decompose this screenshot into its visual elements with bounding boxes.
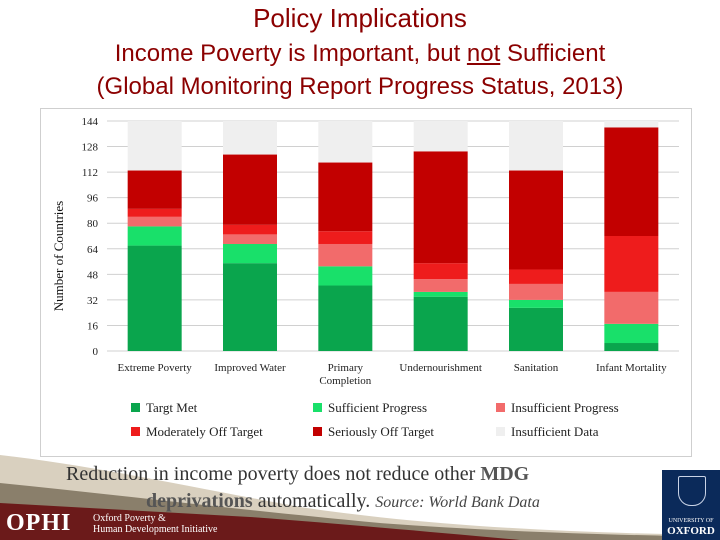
y-tick-label: 48: [87, 269, 99, 281]
stacked-bar-chart: 0 16 32 48 64 80 96 112 128 144 Number of Countrie…: [51, 116, 679, 439]
y-tick-label: 32: [87, 295, 98, 307]
legend-swatch: [496, 427, 505, 436]
ophi-logo: OPHI: [6, 510, 72, 536]
bar-segment: [127, 226, 182, 246]
y-tick-label: 144: [82, 116, 99, 128]
bar-segment: [223, 263, 277, 351]
y-tick-label: 0: [93, 346, 99, 358]
legend-label: Targt Met: [146, 400, 198, 415]
bar-segment: [223, 234, 277, 244]
bar-segment: [604, 236, 659, 292]
bar-segment: [318, 121, 373, 163]
legend-label: Insufficient Data: [511, 424, 599, 439]
x-tick-label: Primary: [328, 362, 364, 374]
oxford-line-1: UNIVERSITY OF: [668, 518, 714, 524]
ophi-org-line-1: Oxford Poverty &: [93, 513, 166, 524]
ophi-org-line-2: Human Development Initiative: [93, 524, 218, 535]
x-tick-label: Undernourishment: [399, 362, 481, 374]
oxford-wordmark: UNIVERSITY OF OXFORD: [662, 514, 720, 537]
bar-segment: [223, 121, 277, 155]
x-tick-label: Extreme Poverty: [118, 362, 193, 374]
bar-segment: [318, 285, 373, 351]
y-tick-label: 128: [82, 142, 99, 154]
bar-segment: [604, 291, 659, 324]
y-tick-label: 80: [87, 218, 99, 230]
bar-segment: [127, 208, 182, 217]
y-tick-label: 16: [87, 320, 99, 332]
bar-segment: [127, 216, 182, 227]
legend-label: Sufficient Progress: [328, 400, 427, 415]
caption-bold-deprivations: deprivations: [146, 490, 253, 512]
caption: Reduction in income poverty does not red…: [66, 461, 646, 516]
y-axis-label: Number of Countries: [51, 201, 66, 311]
page-title: Policy Implications: [253, 3, 467, 33]
bar-segment: [509, 307, 563, 351]
bar-segment: [318, 243, 373, 267]
legend-label: Moderately Off Target: [146, 424, 263, 439]
caption-text-a: Reduction in income poverty does not red…: [66, 463, 481, 485]
chart-panel: 0 16 32 48 64 80 96 112 128 144 Number of Countrie…: [40, 108, 692, 457]
x-tick-label: Sanitation: [514, 362, 559, 374]
bar-segment: [318, 162, 373, 232]
bar-segment: [318, 266, 373, 286]
oxford-line-2: OXFORD: [667, 525, 715, 537]
subtitle-underlined-word: not: [466, 40, 501, 67]
subtitle-line-2: (Global Monitoring Report Progress Statu…: [96, 73, 624, 100]
legend-swatch: [313, 427, 322, 436]
bar-segment: [509, 170, 563, 270]
y-tick-label: 112: [82, 167, 98, 179]
bar-segment: [223, 243, 277, 264]
footer-band: [0, 455, 720, 540]
y-tick-label: 64: [87, 244, 99, 256]
bar-segment: [509, 283, 563, 300]
subtitle-line-1: Income Poverty is Important, but not Suf…: [0, 40, 720, 68]
bar-segment: [509, 121, 563, 171]
bar-segment: [318, 231, 373, 244]
bar-segment: [509, 269, 563, 284]
bar-segment: [223, 154, 277, 225]
bar-segment: [413, 263, 468, 280]
caption-text-b: automatically.: [252, 490, 371, 512]
legend-label: Seriously Off Target: [328, 424, 434, 439]
ophi-org-name: Oxford Poverty & Human Development Initia…: [93, 513, 217, 535]
bar-segment: [413, 151, 468, 264]
bar-segment: [413, 279, 468, 292]
legend-swatch: [131, 427, 140, 436]
bar-segment: [413, 291, 468, 297]
bar-segment: [604, 121, 659, 128]
bar-segment: [223, 224, 277, 235]
bar-segment: [127, 170, 182, 209]
caption-bold-mdg: MDG: [480, 463, 530, 485]
legend-swatch: [496, 403, 505, 412]
caption-source: Source: World Bank Data: [375, 494, 540, 511]
x-tick-label: Improved Water: [214, 362, 286, 374]
legend-swatch: [313, 403, 322, 412]
legend-label: Insufficient Progress: [511, 400, 619, 415]
legend-swatch: [131, 403, 140, 412]
y-tick-label: 96: [87, 193, 99, 205]
subtitle-text-b: Sufficient: [500, 40, 606, 67]
x-tick-label: Infant Mortality: [596, 362, 667, 374]
subtitle-text-a: Income Poverty is Important, but: [114, 40, 467, 67]
x-tick-label: Completion: [319, 375, 371, 387]
bar-segment: [127, 121, 182, 171]
bar-segment: [413, 121, 468, 152]
bar-segment: [604, 343, 659, 351]
bar-segment: [127, 245, 182, 351]
bar-segment: [604, 323, 659, 344]
bar-segment: [604, 127, 659, 236]
oxford-crest-icon: [678, 476, 706, 506]
bar-segment: [509, 299, 563, 308]
bar-segment: [413, 296, 468, 351]
footer-swoosh: [0, 455, 720, 540]
